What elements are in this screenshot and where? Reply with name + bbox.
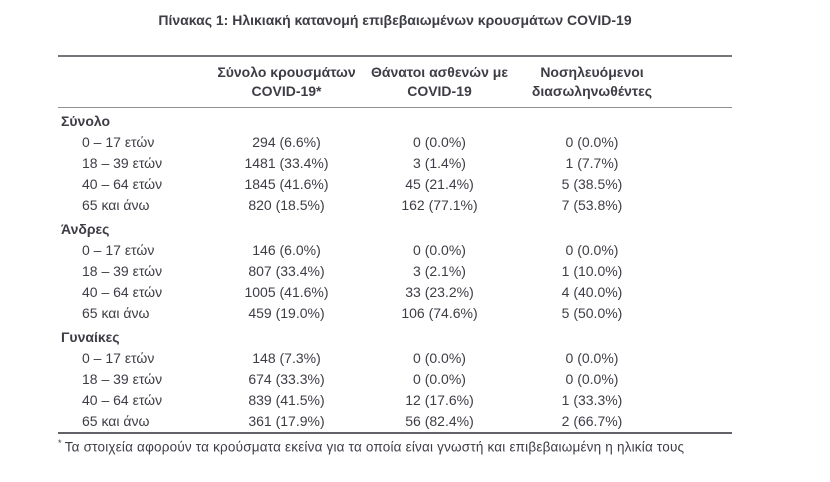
cases-cell: 361 (17.9%) [248, 413, 325, 429]
deaths-cell: 0 (0.0%) [413, 350, 466, 366]
table-header: Σύνολο κρουσμάτων COVID-19* Θάνατοι ασθε… [58, 56, 732, 108]
section-label: Σύνολο [61, 113, 111, 129]
section-label: Γυναίκες [61, 329, 120, 345]
section-row: Γυναίκες [58, 324, 732, 348]
deaths-cell: 45 (21.4%) [405, 176, 474, 192]
covid-age-table: Σύνολο κρουσμάτων COVID-19* Θάνατοι ασθε… [58, 55, 732, 434]
footnote-text: Τα στοιχεία αφορούν τα κρούσματα εκείνα … [64, 439, 685, 455]
intubated-cell: 5 (50.0%) [561, 305, 623, 321]
age-cell: 18 – 39 ετών [82, 371, 163, 387]
deaths-cell: 0 (0.0%) [413, 134, 466, 150]
cases-cell: 674 (33.3%) [248, 371, 325, 387]
table-row: 65 και άνω 361 (17.9%) 56 (82.4%) 2 (66.7%) [58, 411, 732, 433]
column-header-deaths: Θάνατοι ασθενών με COVID-19 [365, 56, 518, 108]
age-cell: 40 – 64 ετών [82, 284, 163, 300]
column-header-line: COVID-19 [407, 83, 472, 99]
deaths-cell: 3 (2.1%) [413, 263, 466, 279]
age-cell: 0 – 17 ετών [82, 242, 155, 258]
cases-cell: 146 (6.0%) [252, 242, 321, 258]
table-row: 40 – 64 ετών 1845 (41.6%) 45 (21.4%) 5 (38.… [58, 174, 732, 195]
intubated-cell: 1 (7.7%) [565, 155, 619, 171]
deaths-cell: 3 (1.4%) [413, 155, 466, 171]
age-cell: 18 – 39 ετών [82, 263, 163, 279]
deaths-cell: 33 (23.2%) [405, 284, 474, 300]
cases-cell: 820 (18.5%) [248, 197, 325, 213]
age-cell: 0 – 17 ετών [82, 134, 155, 150]
age-cell: 65 και άνω [82, 413, 150, 429]
deaths-cell: 0 (0.0%) [413, 242, 466, 258]
table-body: Σύνολο 0 – 17 ετών 294 (6.6%) 0 (0.0%) 0 (0.… [58, 108, 732, 434]
cases-cell: 807 (33.4%) [248, 263, 325, 279]
intubated-cell: 0 (0.0%) [565, 371, 619, 387]
intubated-cell: 0 (0.0%) [565, 242, 619, 258]
deaths-cell: 162 (77.1%) [401, 197, 478, 213]
table-row: 0 – 17 ετών 146 (6.0%) 0 (0.0%) 0 (0.0%) [58, 240, 732, 261]
section-label: Άνδρες [61, 221, 110, 237]
column-header-intubated: Νοσηλευόμενοι διασωληνωθέντες [518, 56, 732, 108]
column-header-line: COVID-19* [251, 83, 322, 99]
table-row: 65 και άνω 820 (18.5%) 162 (77.1%) 7 (53.8%… [58, 195, 732, 216]
cases-cell: 839 (41.5%) [248, 392, 325, 408]
cases-cell: 148 (7.3%) [252, 350, 321, 366]
intubated-cell: 7 (53.8%) [561, 197, 623, 213]
cases-cell: 1481 (33.4%) [244, 155, 329, 171]
column-header-line: Σύνολο κρουσμάτων [217, 64, 356, 80]
intubated-cell: 0 (0.0%) [565, 350, 619, 366]
cases-cell: 459 (19.0%) [248, 305, 325, 321]
table-row: 0 – 17 ετών 148 (7.3%) 0 (0.0%) 0 (0.0%) [58, 348, 732, 369]
header-row: Σύνολο κρουσμάτων COVID-19* Θάνατοι ασθε… [58, 56, 732, 108]
deaths-cell: 106 (74.6%) [401, 305, 478, 321]
intubated-cell: 1 (33.3%) [561, 392, 623, 408]
age-cell: 40 – 64 ετών [82, 176, 163, 192]
table-container: Σύνολο κρουσμάτων COVID-19* Θάνατοι ασθε… [58, 55, 732, 434]
section-row: Σύνολο [58, 108, 732, 133]
intubated-cell: 0 (0.0%) [565, 134, 619, 150]
age-cell: 65 και άνω [82, 305, 150, 321]
deaths-cell: 0 (0.0%) [413, 371, 466, 387]
column-header-line: διασωληνωθέντες [531, 83, 653, 99]
cases-cell: 1005 (41.6%) [244, 284, 329, 300]
intubated-cell: 2 (66.7%) [561, 413, 623, 429]
column-header-line: Θάνατοι ασθενών με [371, 64, 508, 80]
table-row: 65 και άνω 459 (19.0%) 106 (74.6%) 5 (50.0%… [58, 303, 732, 324]
table-row: 18 – 39 ετών 674 (33.3%) 0 (0.0%) 0 (0.0%) [58, 369, 732, 390]
section-row: Άνδρες [58, 216, 732, 240]
age-cell: 65 και άνω [82, 197, 150, 213]
table-title: Πίνακας 1: Ηλικιακή κατανομή επιβεβαιωμέ… [158, 12, 632, 28]
table-row: 40 – 64 ετών 1005 (41.6%) 33 (23.2%) 4 (40.… [58, 282, 732, 303]
intubated-cell: 4 (40.0%) [561, 284, 623, 300]
footnote-asterisk: * [58, 438, 62, 448]
cases-cell: 294 (6.6%) [252, 134, 321, 150]
table-row: 18 – 39 ετών 807 (33.4%) 3 (2.1%) 1 (10.0%) [58, 261, 732, 282]
age-cell: 18 – 39 ετών [82, 155, 163, 171]
column-header-empty [58, 56, 208, 108]
column-header-line: Νοσηλευόμενοι [540, 64, 644, 80]
intubated-cell: 5 (38.5%) [561, 176, 623, 192]
column-header-cases: Σύνολο κρουσμάτων COVID-19* [208, 56, 365, 108]
table-row: 0 – 17 ετών 294 (6.6%) 0 (0.0%) 0 (0.0%) [58, 132, 732, 153]
table-row: 40 – 64 ετών 839 (41.5%) 12 (17.6%) 1 (33.3… [58, 390, 732, 411]
table-row: 18 – 39 ετών 1481 (33.4%) 3 (1.4%) 1 (7.7%) [58, 153, 732, 174]
deaths-cell: 56 (82.4%) [405, 413, 474, 429]
footnote: * Τα στοιχεία αφορούν τα κρούσματα εκείνα… [58, 438, 768, 455]
age-cell: 40 – 64 ετών [82, 392, 163, 408]
deaths-cell: 12 (17.6%) [405, 392, 474, 408]
age-cell: 0 – 17 ετών [82, 350, 155, 366]
intubated-cell: 1 (10.0%) [561, 263, 623, 279]
cases-cell: 1845 (41.6%) [244, 176, 329, 192]
